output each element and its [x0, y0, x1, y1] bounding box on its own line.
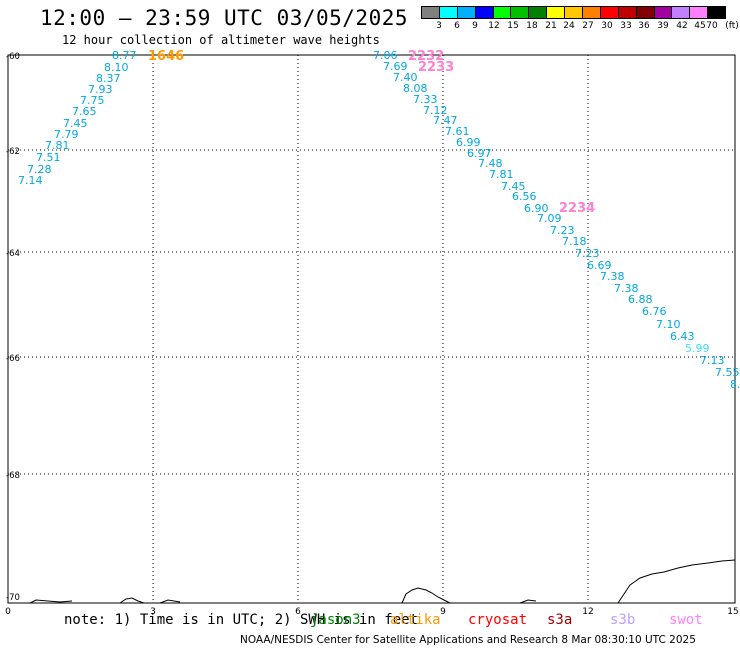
swh-value: 7.38: [600, 270, 625, 283]
track-b: 7.06 7.69 7.40 8.08 7.33 7.12 7.47 7.61 …: [373, 49, 740, 391]
y-tick-label: -60: [6, 52, 20, 62]
swh-value: 7.51: [36, 151, 61, 164]
swh-value: 7.06: [373, 49, 398, 62]
legend-jason3: jason3: [310, 612, 361, 628]
scale-label: 30: [601, 21, 613, 31]
graticule: [8, 55, 735, 603]
legend-s3a: s3a: [547, 612, 573, 628]
scale-label: (ft): [725, 21, 739, 31]
swh-value: 6.99: [456, 136, 481, 149]
swh-value: 6.43: [670, 330, 695, 343]
legend-swot: swot: [669, 612, 703, 628]
color-scale-bar: [421, 6, 727, 19]
swh-value: 7.69: [383, 60, 408, 73]
legend-cryosat: cryosat: [468, 612, 528, 628]
swh-value: 7.45: [501, 180, 526, 193]
x-tick-label: 12: [582, 607, 593, 617]
scale-label: 6: [454, 21, 460, 31]
swh-value: 8.08: [403, 82, 428, 95]
swh-value: 8.: [730, 378, 740, 391]
swh-value: 7.40: [393, 71, 418, 84]
legend-altika: altika: [390, 612, 441, 628]
scale-label: 42: [676, 21, 688, 31]
coastline: [29, 559, 736, 604]
footer-credit: NOAA/NESDIS Center for Satellite Applica…: [240, 634, 696, 646]
swh-value: 7.28: [27, 163, 52, 176]
color-swatch: [707, 6, 727, 19]
scale-label: 12: [488, 21, 500, 31]
swh-value: 7.09: [537, 212, 562, 225]
swh-value: 7.33: [413, 93, 438, 106]
scale-label: 9: [472, 21, 478, 31]
swh-value: 7.23: [550, 224, 575, 237]
swh-value: 7.13: [700, 354, 725, 367]
swh-value: 8.37: [96, 72, 121, 85]
swh-value: 7.75: [80, 94, 105, 107]
pass-time-label: 1646: [148, 49, 184, 64]
swh-value: 7.81: [489, 168, 514, 181]
swh-value: 8.77: [112, 49, 137, 62]
note-text: note: 1) Time is in UTC; 2) SWH is in fe…: [64, 612, 419, 628]
swh-value: 7.38: [614, 282, 639, 295]
swh-value: 7.55: [715, 366, 740, 379]
swh-value: 7.79: [54, 128, 79, 141]
x-tick-label: 9: [440, 607, 446, 617]
color-scale-labels: 3 6 9 12 15 18 21 24 27 30 33 36 39 42 4…: [421, 21, 740, 33]
y-tick-label: -66: [6, 354, 20, 364]
y-tick-label: -68: [6, 471, 20, 481]
scale-label: 45: [694, 21, 706, 31]
swh-value: 7.65: [72, 105, 97, 118]
swh-value: 7.18: [562, 235, 587, 248]
scale-label: 33: [620, 21, 632, 31]
map-frame: [7, 54, 736, 604]
swh-value: 7.61: [445, 125, 470, 138]
swh-value: 7.81: [45, 139, 70, 152]
swh-value: 6.56: [512, 190, 537, 203]
x-tick-label: 0: [5, 607, 11, 617]
scale-label: 21: [545, 21, 557, 31]
swh-value: 7.93: [88, 83, 113, 96]
swh-value: 7.48: [478, 157, 503, 170]
swh-value: 7.45: [63, 117, 88, 130]
pass-time-label: 2234: [559, 201, 595, 216]
swh-value: 7.23: [575, 247, 600, 260]
scale-label: 15: [507, 21, 519, 31]
swh-value: 7.47: [433, 114, 458, 127]
scale-label: 27: [582, 21, 594, 31]
swh-value: 7.12: [423, 104, 448, 117]
scale-label: 24: [563, 21, 575, 31]
swh-value: 7.10: [656, 318, 681, 331]
page-title: 12:00 – 23:59 UTC 03/05/2025: [40, 6, 409, 30]
swh-value: 7.14: [18, 174, 43, 187]
scale-label: 36: [638, 21, 650, 31]
x-tick-label: 3: [150, 607, 156, 617]
pass-time-label: 2232: [408, 49, 444, 64]
legend-s3b: s3b: [610, 612, 636, 628]
x-tick-label: 15: [727, 607, 738, 617]
swh-value: 6.97: [467, 147, 492, 160]
y-tick-label: -62: [6, 147, 20, 157]
swh-value: 6.90: [524, 202, 549, 215]
track-a: 8.77 8.10 8.37 7.93 7.75 7.65 7.45 7.79 …: [18, 49, 137, 187]
x-tick-label: 6: [295, 607, 301, 617]
scale-label: 3: [436, 21, 442, 31]
swh-value: 5.99: [685, 342, 710, 355]
swh-value: 6.88: [628, 293, 653, 306]
y-tick-label: -64: [6, 249, 20, 259]
scale-label: 18: [526, 21, 538, 31]
swh-value: 6.76: [642, 305, 667, 318]
swh-value: 8.10: [104, 61, 129, 74]
y-tick-label: -70: [6, 593, 20, 603]
scale-label: 39: [657, 21, 669, 31]
page-subtitle: 12 hour collection of altimeter wave hei…: [62, 33, 380, 47]
scale-label: 70: [706, 21, 718, 31]
pass-time-label: 2233: [418, 60, 454, 75]
swh-value: 6.69: [587, 259, 612, 272]
